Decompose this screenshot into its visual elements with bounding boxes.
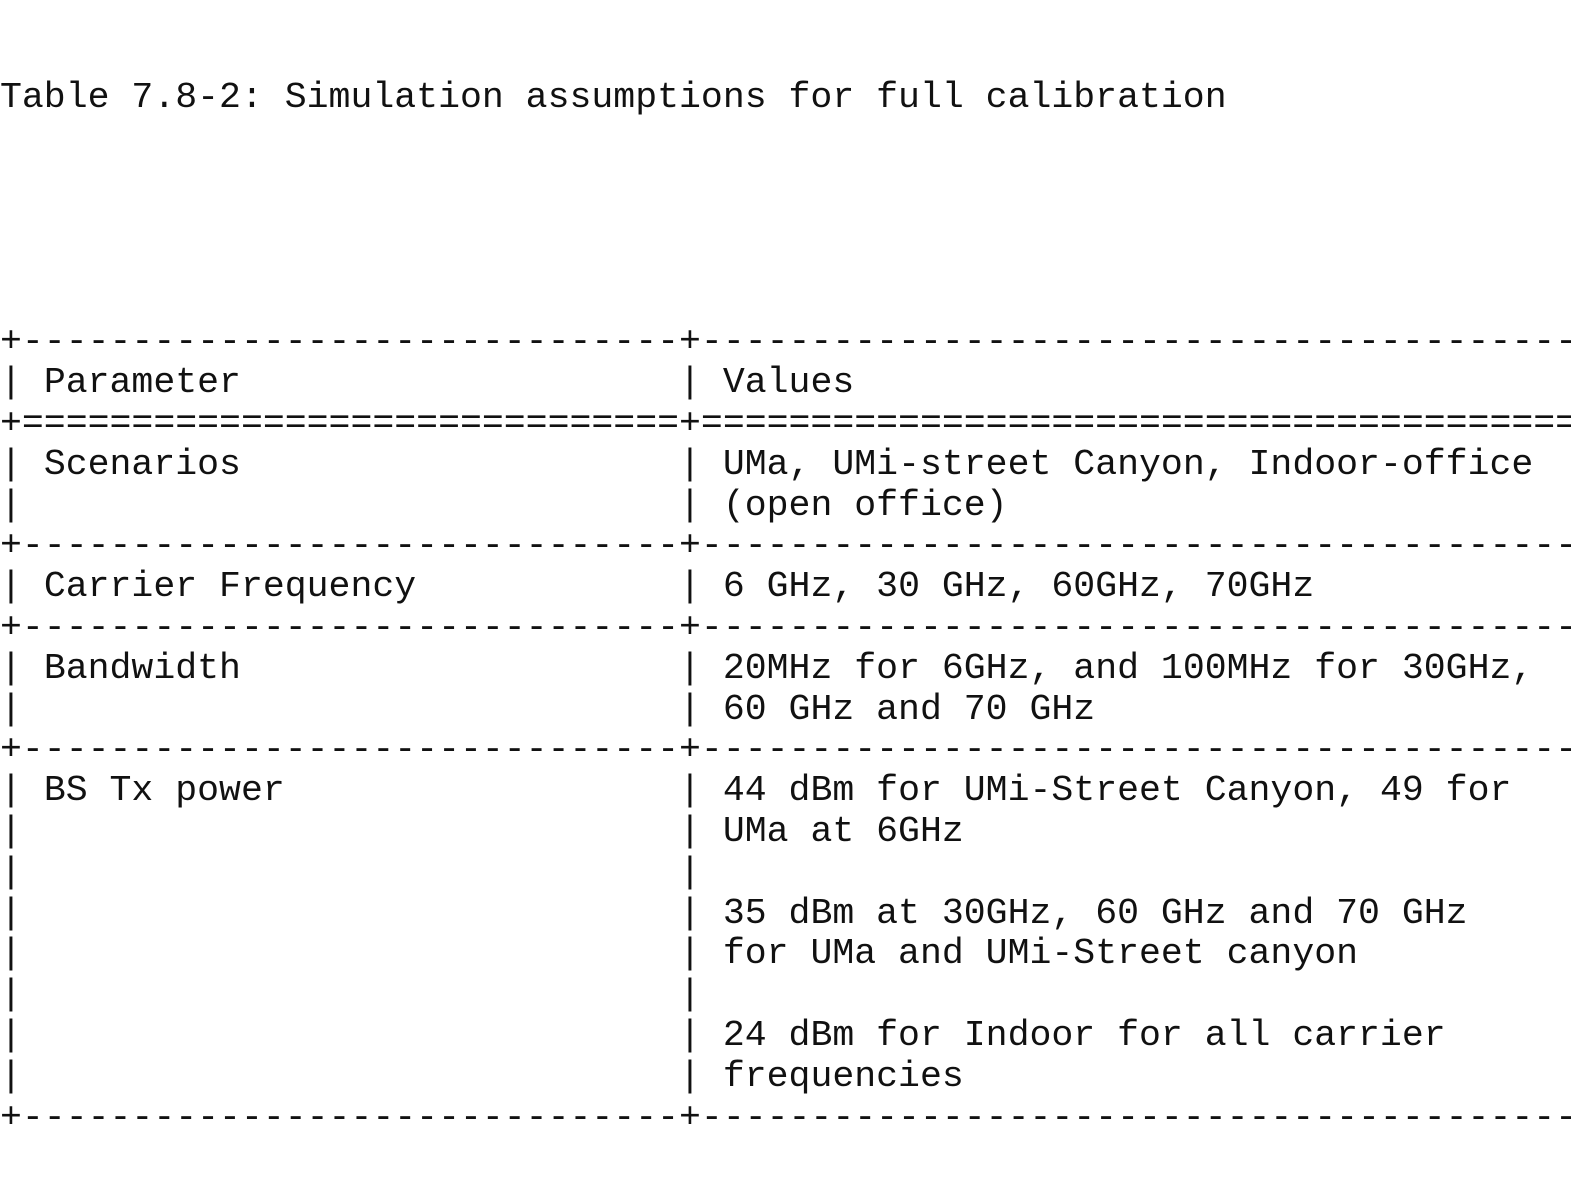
table-row: | | | xyxy=(0,851,1571,893)
table-row: | | frequencies | xyxy=(0,1055,1571,1097)
values-cell: 20MHz for 6GHz, and 100MHz for 30GHz, xyxy=(722,647,1534,689)
parameter-cell: BS Tx power xyxy=(43,770,285,812)
table-row: | | 35 dBm at 30GHz, 60 GHz and 70 GHz | xyxy=(0,892,1468,934)
table-row: | | (open office) | xyxy=(0,484,1571,526)
values-cell: Values xyxy=(722,362,855,404)
parameter-cell: Parameter xyxy=(43,362,241,404)
parameter-cell: Scenarios xyxy=(43,443,241,485)
blank-line xyxy=(0,200,1571,241)
table-header-row: | Parameter | Values | xyxy=(0,362,1571,404)
ascii-table: +------------------------------+--------… xyxy=(0,322,1571,1138)
values-cell: UMa at 6GHz xyxy=(722,810,964,852)
table-row: | Carrier Frequency | 6 GHz, 30 GHz, 60G… xyxy=(0,566,1571,608)
table-row-separator: +------------------------------+--------… xyxy=(0,729,1571,771)
values-cell: frequencies xyxy=(722,1055,964,1097)
values-cell: for UMa and UMi-Street canyon xyxy=(722,933,1359,975)
table-row: | | 60 GHz and 70 GHz | xyxy=(0,688,1571,730)
table-header-separator: +==============================+========… xyxy=(0,402,1571,444)
parameter-cell: Carrier Frequency xyxy=(43,566,417,608)
table-row: | | 24 dBm for Indoor for all carrier | xyxy=(0,1014,1446,1056)
values-cell: 6 GHz, 30 GHz, 60GHz, 70GHz xyxy=(722,566,1315,608)
table-row: | Scenarios | UMa, UMi-street Canyon, In… xyxy=(0,443,1534,485)
table-top-border: +------------------------------+--------… xyxy=(0,321,1571,363)
table-row-separator: +------------------------------+--------… xyxy=(0,606,1571,648)
values-cell: 24 dBm for Indoor for all carrier xyxy=(722,1014,1446,1056)
table-row-separator: +------------------------------+--------… xyxy=(0,525,1571,567)
values-cell: (open office) xyxy=(722,484,1008,526)
table-row: | | | xyxy=(0,974,1571,1016)
values-cell: 60 GHz and 70 GHz xyxy=(722,688,1096,730)
table-row: | BS Tx power | 44 dBm for UMi-Street Ca… xyxy=(0,770,1512,812)
values-cell: 35 dBm at 30GHz, 60 GHz and 70 GHz xyxy=(722,892,1468,934)
values-cell: 44 dBm for UMi-Street Canyon, 49 for xyxy=(722,770,1512,812)
parameter-cell: Bandwidth xyxy=(43,647,241,689)
table-row: | Bandwidth | 20MHz for 6GHz, and 100MHz… xyxy=(0,647,1534,689)
table-row: | | UMa at 6GHz | xyxy=(0,810,1571,852)
table-row: | | for UMa and UMi-Street canyon | xyxy=(0,933,1359,975)
values-cell: UMa, UMi-street Canyon, Indoor-office xyxy=(722,443,1534,485)
table-caption: Table 7.8-2: Simulation assumptions for … xyxy=(0,76,1227,118)
table-row-separator: +------------------------------+--------… xyxy=(0,1096,1571,1138)
